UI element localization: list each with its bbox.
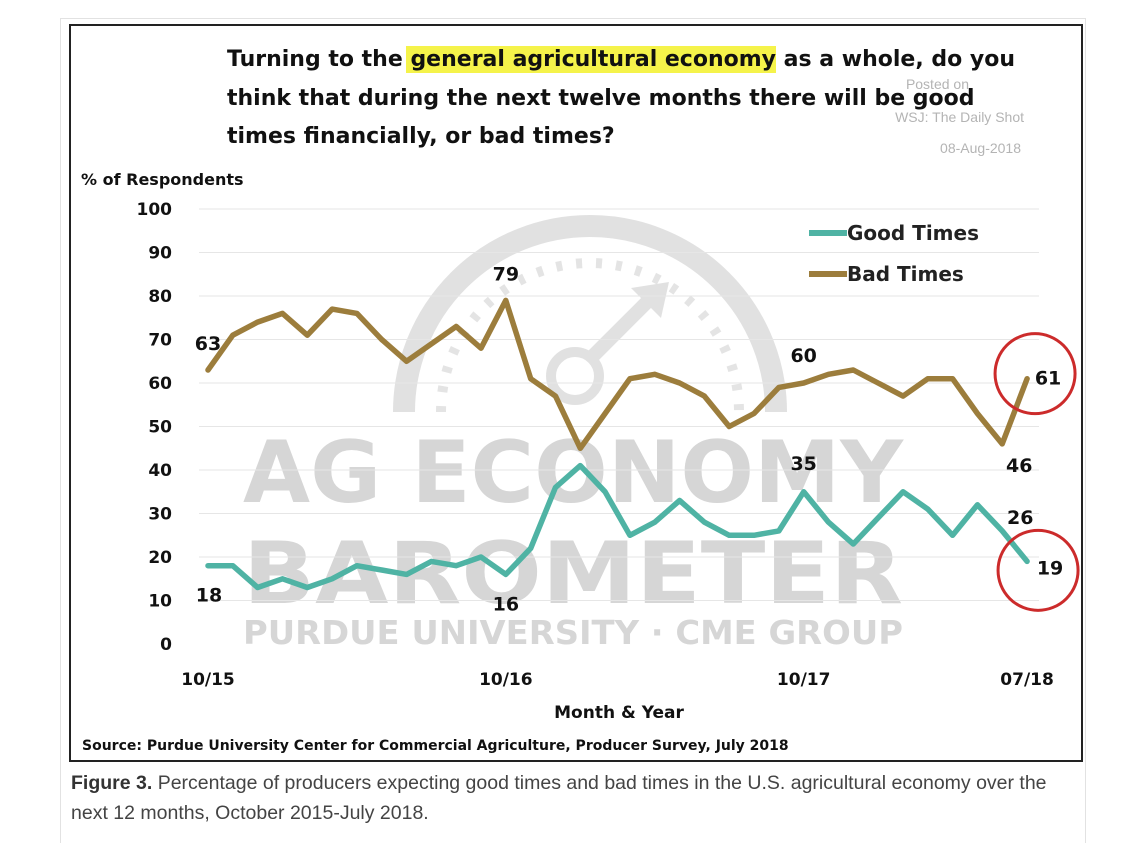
line-chart: AG ECONOMY BAROMETER PURDUE UNIVERSITY ·… [71,26,1081,760]
chart-title-line2: think that during the next twelve months… [227,86,975,111]
y-tick-label: 10 [148,592,172,612]
data-label: 79 [493,263,519,285]
legend-label-good-times: Good Times [847,221,979,245]
chart-frame: AG ECONOMY BAROMETER PURDUE UNIVERSITY ·… [69,24,1083,762]
data-label: 60 [790,345,816,367]
y-tick-label: 80 [148,287,172,307]
chart-title-line1: Turning to the general agricultural econ… [227,47,1015,72]
title-part-after: as a whole, do you [776,47,1015,72]
data-label: 35 [790,453,816,475]
data-label: 19 [1037,557,1063,579]
x-axis-ticks: 10/15 10/16 10/17 07/18 [181,670,1054,690]
caption-label: Figure 3. [71,772,152,794]
legend: Good Times Bad Times [809,221,979,286]
y-tick-label: 90 [148,244,172,264]
y-axis-ticks: 0 10 20 30 40 50 60 70 80 90 100 [137,200,173,655]
title-part-before: Turning to the [227,47,410,72]
data-label: 46 [1006,455,1032,477]
watermark-date: 08-Aug-2018 [940,140,1021,156]
x-axis-label: Month & Year [554,703,684,723]
data-label: 16 [493,593,519,615]
watermark-logo-line3: PURDUE UNIVERSITY · CME GROUP [243,613,903,652]
data-label: 26 [1007,507,1033,529]
legend-label-bad-times: Bad Times [847,262,964,286]
y-tick-label: 20 [148,548,172,568]
y-tick-label: 70 [148,331,172,351]
y-axis-label: % of Respondents [81,170,244,189]
y-tick-label: 50 [148,418,172,438]
caption-text: Percentage of producers expecting good t… [71,772,1047,824]
data-label: 61 [1035,368,1061,390]
x-tick-label: 07/18 [1000,670,1054,690]
title-highlight-text: general agricultural economy [410,47,776,72]
data-label: 18 [196,585,222,607]
chart-title-line3: times financially, or bad times? [227,124,615,149]
source-note: Source: Purdue University Center for Com… [82,738,789,754]
x-tick-label: 10/15 [181,670,235,690]
x-tick-label: 10/16 [479,670,533,690]
y-tick-label: 60 [148,374,172,394]
y-tick-label: 0 [160,635,172,655]
barometer-watermark-gauge [404,226,776,412]
y-tick-label: 100 [137,200,173,220]
x-tick-label: 10/17 [777,670,831,690]
y-tick-label: 30 [148,505,172,525]
watermark-outlet: WSJ: The Daily Shot [895,109,1024,125]
figure-caption: Figure 3. Percentage of producers expect… [71,768,1071,828]
data-label: 63 [195,333,221,355]
y-tick-label: 40 [148,461,172,481]
